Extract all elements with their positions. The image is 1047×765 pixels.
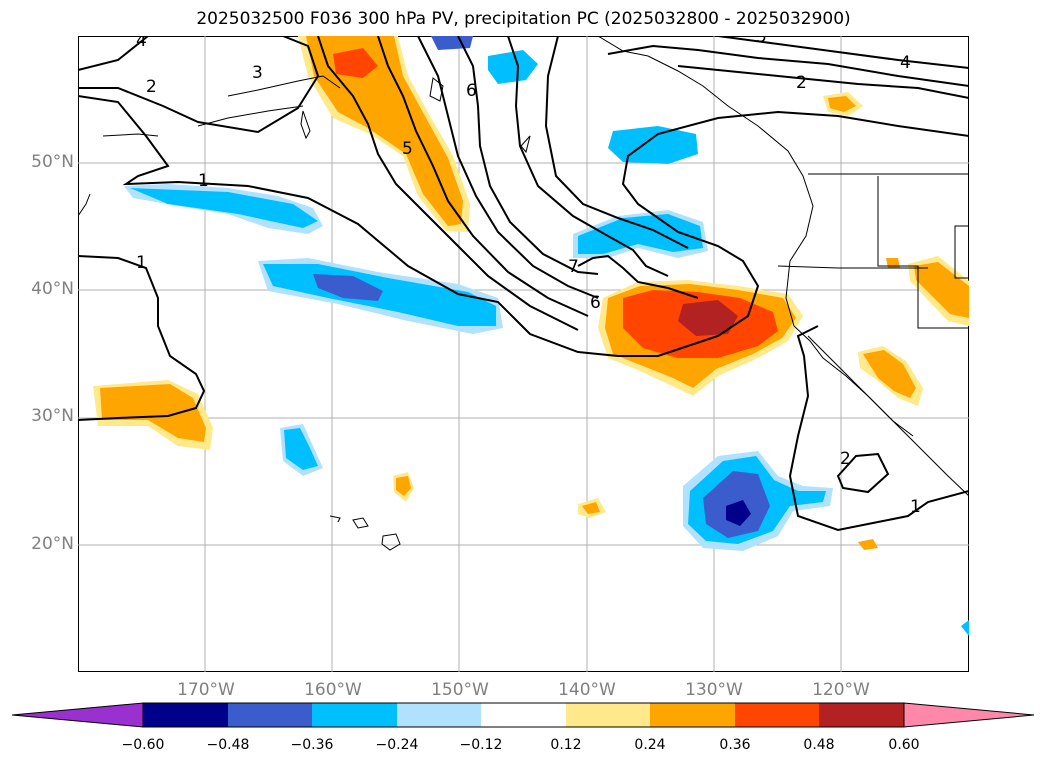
gridlines xyxy=(78,36,969,672)
contour-label: 6 xyxy=(466,81,477,101)
colorbar-tick: −0.24 xyxy=(375,737,419,753)
coastlines xyxy=(78,36,969,551)
contour-label: 7 xyxy=(568,257,579,277)
pv-contours xyxy=(78,36,969,532)
lon-label-150w: 150°W xyxy=(431,680,489,700)
lat-label-20n: 20°N xyxy=(31,534,74,554)
contour-label: 5 xyxy=(756,36,767,47)
colorbar-tick: −0.12 xyxy=(459,737,503,753)
lat-label-50n: 50°N xyxy=(31,152,74,172)
map-title: 2025032500 F036 300 hPa PV, precipitatio… xyxy=(196,9,851,29)
contour-label: 1 xyxy=(910,497,921,517)
contour-label: 3 xyxy=(252,63,263,83)
contour-labels: 4 3 2 1 1 5 6 7 6 5 4 2 2 1 xyxy=(136,36,921,517)
contour-label: 5 xyxy=(402,139,413,159)
lon-label-140w: 140°W xyxy=(558,680,616,700)
colorbar-tick: 0.48 xyxy=(803,737,835,753)
precip-positive-areas xyxy=(93,36,969,550)
contour-label: 4 xyxy=(900,53,911,73)
contour-label: 4 xyxy=(136,36,147,51)
colorbar-tick: −0.48 xyxy=(206,737,250,753)
lon-label-170w: 170°W xyxy=(177,680,235,700)
contour-label: 1 xyxy=(198,171,209,191)
colorbar-tick: 0.12 xyxy=(550,737,582,753)
precip-negative-areas xyxy=(124,36,969,636)
contour-label: 2 xyxy=(146,77,157,97)
colorbar-tick: 0.24 xyxy=(634,737,666,753)
contour-label: 6 xyxy=(590,293,601,313)
contour-label: 2 xyxy=(796,73,807,93)
colorbar-tick: −0.60 xyxy=(121,737,165,753)
lon-label-120w: 120°W xyxy=(812,680,870,700)
colorbar xyxy=(12,702,1035,728)
colorbar-tick: −0.36 xyxy=(290,737,334,753)
lat-label-30n: 30°N xyxy=(31,406,74,426)
lon-label-130w: 130°W xyxy=(685,680,743,700)
contour-label: 1 xyxy=(136,253,147,273)
colorbar-tick: 0.60 xyxy=(888,737,920,753)
lon-label-160w: 160°W xyxy=(304,680,362,700)
lat-label-40n: 40°N xyxy=(31,279,74,299)
colorbar-tick: 0.36 xyxy=(719,737,751,753)
contour-label: 2 xyxy=(840,449,851,469)
map-plot: 4 3 2 1 1 5 6 7 6 5 4 2 2 1 xyxy=(78,36,969,672)
